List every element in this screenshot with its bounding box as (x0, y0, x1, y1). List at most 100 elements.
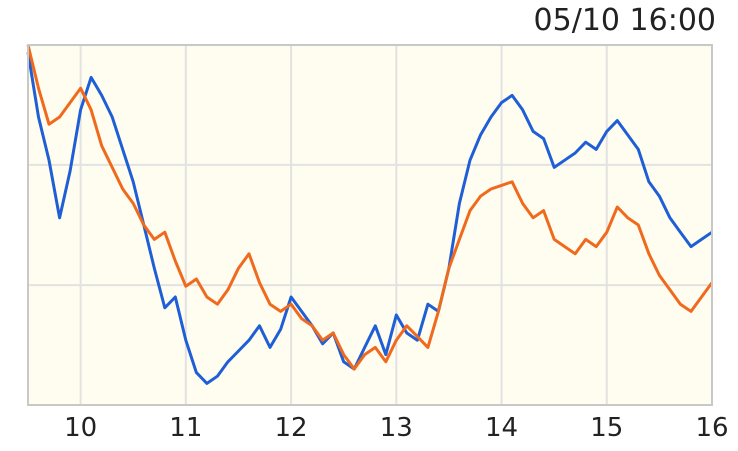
data-point (479, 134, 482, 136)
data-point (532, 217, 534, 219)
data-point (500, 184, 503, 187)
data-point (542, 209, 545, 212)
data-point (216, 303, 219, 306)
data-point (616, 206, 619, 208)
data-point (90, 109, 92, 111)
data-point (69, 101, 71, 104)
data-point (111, 116, 113, 118)
data-point (111, 166, 113, 169)
data-point (363, 346, 366, 349)
data-point (469, 159, 471, 161)
data-point (700, 296, 703, 298)
data-point (690, 245, 692, 248)
data-point (658, 274, 661, 277)
data-point (174, 260, 177, 262)
data-point (627, 134, 629, 136)
chart-timestamp: 05/10 16:00 (534, 3, 716, 38)
plot-border (27, 44, 713, 406)
data-point (37, 87, 40, 89)
data-point (227, 289, 229, 291)
data-point (58, 116, 61, 118)
data-point (121, 148, 124, 151)
data-point (511, 94, 513, 97)
data-point (500, 101, 503, 104)
data-point (363, 353, 366, 356)
data-point (606, 231, 608, 233)
data-point (353, 368, 356, 370)
data-point (490, 116, 492, 118)
data-point (342, 361, 345, 363)
data-point (385, 361, 387, 363)
data-point (79, 87, 82, 89)
data-point (648, 253, 650, 255)
data-point (195, 278, 198, 280)
data-point (269, 303, 271, 306)
data-point (648, 181, 650, 183)
series-layer (26, 44, 714, 385)
data-point (100, 94, 103, 97)
data-point (237, 267, 240, 270)
data-point (153, 238, 156, 241)
data-point (79, 109, 82, 111)
data-point (490, 188, 492, 190)
data-point (258, 325, 261, 327)
data-point (479, 195, 482, 197)
data-point (321, 339, 324, 342)
data-point (637, 224, 640, 226)
data-point (374, 325, 377, 327)
data-point (143, 224, 145, 226)
data-point (100, 145, 103, 147)
data-point (90, 76, 92, 79)
data-point (132, 202, 134, 205)
data-point (584, 238, 587, 241)
data-point (374, 346, 377, 349)
data-point (121, 188, 124, 190)
data-point (427, 303, 429, 306)
data-point (290, 296, 292, 298)
data-point (658, 195, 661, 197)
data-point (574, 152, 576, 154)
data-point (595, 245, 597, 248)
data-point (606, 130, 608, 133)
data-point (690, 310, 692, 313)
data-point (342, 353, 345, 356)
data-point (679, 231, 682, 233)
data-point (437, 310, 440, 313)
data-point (185, 339, 187, 342)
data-point (37, 116, 40, 118)
data-point (206, 382, 208, 385)
data-point (563, 245, 566, 248)
x-tick-label: 16 (695, 413, 728, 443)
data-point (332, 332, 335, 334)
data-point (216, 375, 219, 378)
data-point (248, 253, 250, 255)
data-point (206, 296, 208, 298)
x-axis-ticks: 10 11 12 13 14 15 16 (64, 413, 728, 443)
data-point (679, 303, 682, 306)
data-point (269, 346, 271, 349)
data-point (279, 328, 282, 331)
data-point (669, 289, 671, 291)
plot-area (28, 45, 712, 405)
data-point (300, 310, 303, 313)
data-point (395, 314, 398, 316)
data-point (511, 181, 513, 183)
data-point (542, 137, 545, 140)
x-tick-label: 15 (590, 413, 623, 443)
data-point (595, 148, 597, 151)
data-point (469, 209, 471, 212)
data-point (258, 281, 261, 284)
data-point (521, 202, 524, 205)
data-point (416, 339, 419, 342)
data-point (532, 130, 534, 133)
data-point (300, 317, 303, 320)
data-point (48, 123, 50, 125)
data-point (458, 202, 461, 205)
data-point (48, 159, 50, 161)
data-point (406, 332, 408, 334)
series-line (26, 51, 713, 385)
series-line (26, 44, 714, 371)
data-point (237, 350, 240, 352)
data-point (311, 325, 313, 327)
